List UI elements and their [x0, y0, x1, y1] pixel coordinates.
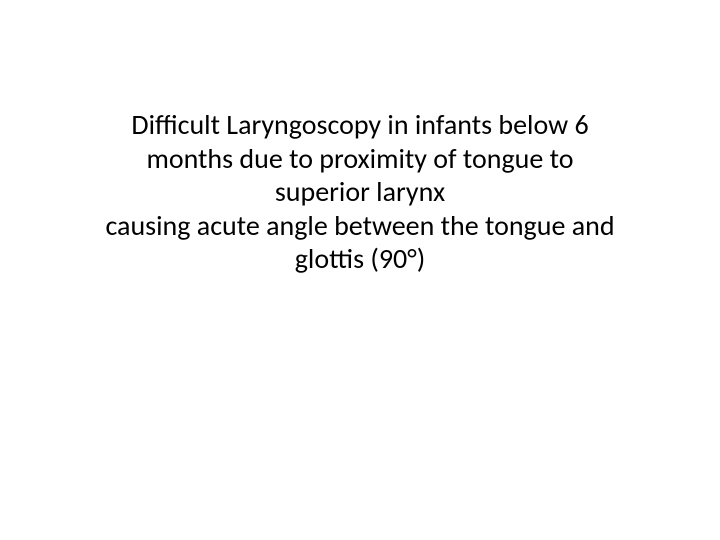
text-line-4: causing acute angle between the tongue a… [105, 209, 614, 243]
text-line-5: glottis (90°) [295, 242, 425, 276]
text-line-2: months due to proximity of tongue to [146, 142, 573, 176]
slide-body: Difficult Laryngoscopy in infants below … [0, 0, 720, 540]
text-line-1: Difficult Laryngoscopy in infants below … [131, 108, 588, 142]
text-line-3: superior larynx [275, 175, 445, 209]
